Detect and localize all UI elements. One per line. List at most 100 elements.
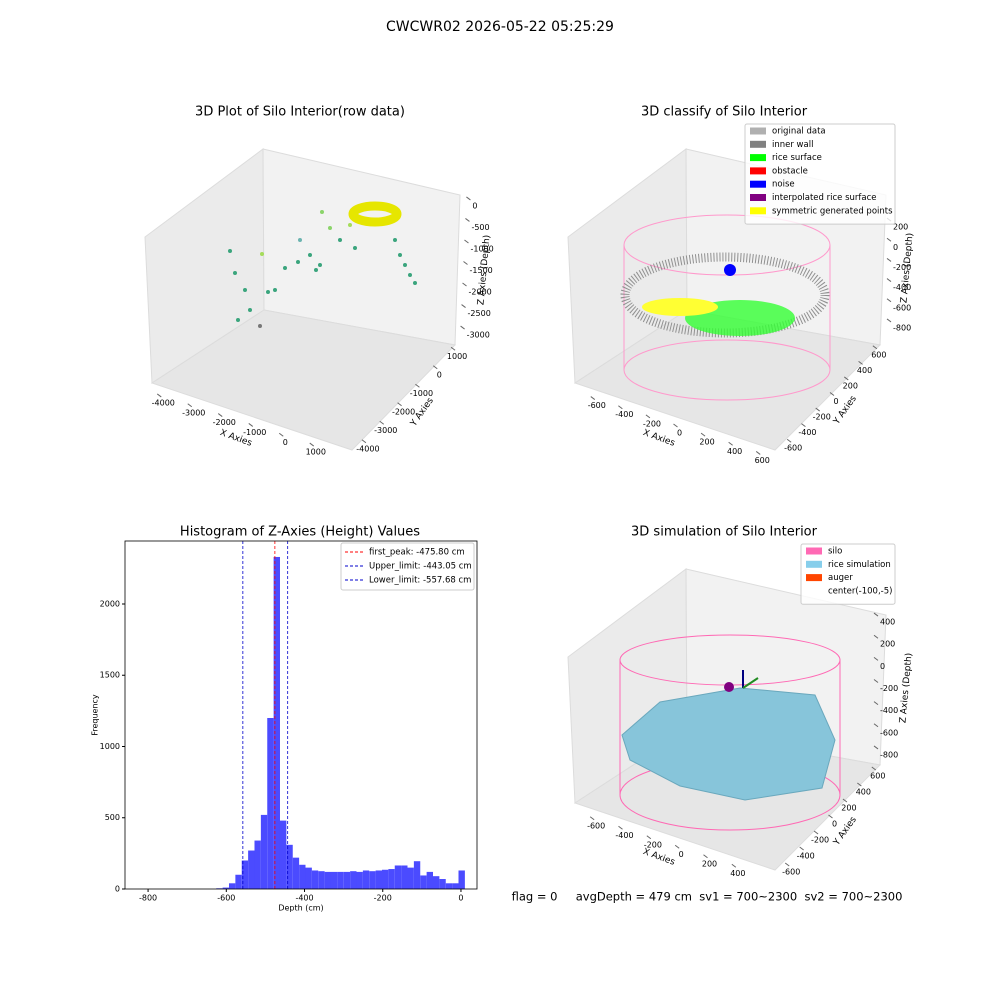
legend-label: center(-100,-5): [828, 586, 892, 596]
tick-mark: [886, 258, 892, 262]
z-tick-label: -800: [893, 323, 911, 332]
tick-mark: [645, 414, 651, 419]
tick-mark: [858, 360, 863, 365]
z-tick-label: 0: [880, 662, 885, 671]
tick-mark: [248, 423, 254, 427]
tick-mark: [886, 237, 892, 242]
z-tick-label: -2000: [469, 288, 492, 297]
bar: [286, 844, 293, 889]
illustration-simulation: [619, 634, 841, 831]
bar: [388, 869, 395, 889]
pane: [573, 309, 882, 451]
tick-mark: [755, 451, 761, 455]
x-tick-label: 400: [730, 869, 745, 878]
x-tick-label: 0: [458, 894, 463, 903]
x-axis-label: Depth (cm): [278, 904, 323, 913]
z-tick-label: -200: [880, 684, 898, 693]
tick-mark: [674, 844, 680, 849]
pane: [150, 309, 457, 451]
legend-label: Lower_limit: -557.68 cm: [369, 576, 471, 586]
tick-mark: [590, 396, 596, 400]
tick-mark: [873, 701, 879, 706]
plot-frame: [124, 540, 478, 890]
tick-mark: [278, 432, 284, 437]
y-tick-label: 200: [841, 804, 856, 813]
tick-mark: [461, 304, 466, 308]
legend-box: [744, 123, 896, 225]
bar: [394, 865, 402, 889]
y-tick-label: -4000: [356, 444, 379, 453]
y-tick-label: -200: [811, 836, 829, 845]
y-tick-label: 400: [857, 366, 872, 375]
legend-swatch: [806, 574, 822, 582]
x-tick-label: 0: [677, 429, 682, 438]
bar: [248, 850, 255, 889]
y-tick-label: 200: [843, 381, 858, 390]
y-tick-label: -1000: [410, 389, 433, 398]
bar: [260, 814, 268, 889]
y-tick-label: -400: [798, 428, 816, 437]
x-tick-label: -3000: [182, 408, 205, 417]
bar: [254, 840, 261, 889]
bar: [369, 871, 376, 889]
bar: [413, 861, 421, 889]
x-tick-label: 400: [727, 447, 742, 456]
legend-swatch: [750, 207, 766, 215]
plots: 3D Plot of Silo Interior(row data)-4000-…: [91, 105, 916, 913]
legend-label: inner wall: [772, 140, 813, 150]
bar: [350, 871, 357, 889]
y-tick-label: -600: [784, 444, 802, 453]
tick-mark: [397, 402, 402, 407]
tick-mark: [857, 782, 862, 787]
y-tick-label: 600: [871, 350, 886, 359]
chart-title: 3D simulation of Silo Interior: [631, 525, 818, 540]
y-tick-label: -600: [782, 868, 800, 877]
y-tick-label: -200: [813, 413, 831, 422]
bar: [222, 887, 229, 889]
tick-mark: [460, 325, 465, 330]
tick-mark: [828, 814, 833, 819]
x-tick-label: -200: [643, 419, 661, 428]
tick-mark: [815, 407, 821, 412]
legend-label: first_peak: -475.80 cm: [369, 548, 465, 558]
y-tick-label: -3000: [374, 426, 397, 435]
illustration-classify: [620, 214, 831, 401]
bar: [311, 870, 319, 889]
tick-mark: [379, 420, 385, 425]
tick-mark: [873, 612, 879, 617]
x-tick-label: -600: [588, 401, 606, 410]
y-tick-label: 0: [115, 885, 120, 894]
x-tick-label: -4000: [152, 398, 175, 407]
z-tick-label: 200: [880, 640, 895, 649]
z-tick-label: 0: [472, 201, 477, 210]
x-tick-label: -2000: [213, 418, 236, 427]
tick-mark: [703, 854, 708, 859]
bar: [401, 865, 408, 889]
z-tick-label: -3000: [467, 331, 490, 340]
tick-mark: [886, 298, 892, 303]
bar: [241, 860, 249, 889]
bar: [279, 820, 287, 889]
tick-mark: [873, 656, 879, 661]
bar: [299, 864, 306, 889]
tick-mark: [673, 423, 678, 428]
x-tick-label: -200: [374, 894, 392, 903]
bar: [305, 867, 312, 889]
x-tick-label: -200: [644, 840, 662, 849]
legend-box: [340, 542, 475, 591]
z-tick-label: 0: [893, 243, 898, 252]
figure-title: CWCWR02 2026-05-22 05:25:29: [386, 19, 614, 35]
x-tick-label: 600: [755, 456, 770, 465]
tick-mark: [886, 278, 892, 282]
y-tick-label: -2000: [392, 407, 415, 416]
tick-mark: [842, 798, 848, 803]
tick-mark: [217, 413, 223, 417]
bar: [267, 717, 274, 889]
z-tick-label: -200: [893, 263, 911, 272]
legend-label: interpolated rice surface: [772, 193, 877, 203]
tick-mark: [618, 405, 623, 410]
bar: [452, 883, 459, 889]
y-tick-label: 1000: [100, 742, 120, 751]
bar: [362, 870, 370, 889]
